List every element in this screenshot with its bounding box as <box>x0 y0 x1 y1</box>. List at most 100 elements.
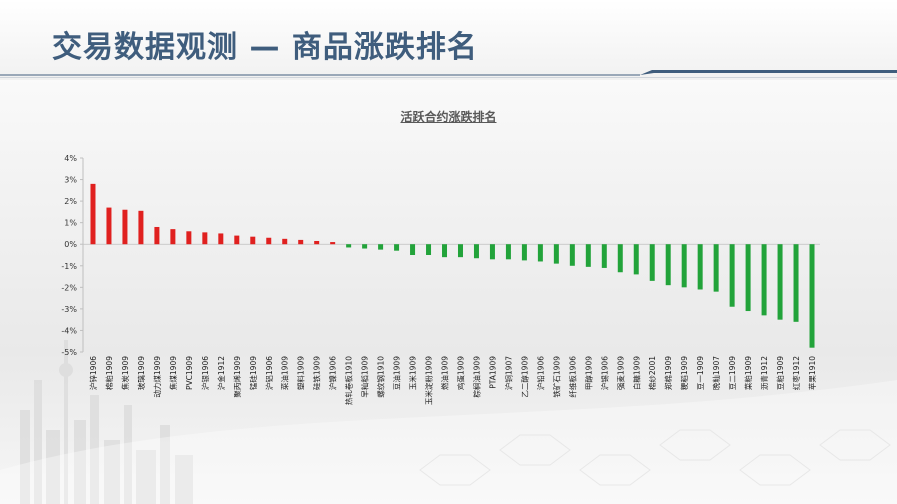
x-tick-label: 沥青1912 <box>759 356 769 390</box>
bar-38 <box>697 244 703 290</box>
bar-25 <box>489 244 495 260</box>
x-tick-label: 玉米1909 <box>408 356 418 390</box>
x-tick-label: 豆一1909 <box>696 356 705 390</box>
bar-28 <box>537 244 543 262</box>
bar-45 <box>809 244 815 348</box>
bar-41 <box>745 244 751 312</box>
bar-31 <box>585 244 591 267</box>
bar-15 <box>330 242 336 245</box>
x-tick-label: 红枣1912 <box>791 356 801 390</box>
bar-39 <box>713 244 719 292</box>
header-divider <box>0 70 897 78</box>
bar-12 <box>282 238 288 245</box>
x-tick-label: 沪金1912 <box>216 356 226 390</box>
bar-6 <box>186 231 192 245</box>
bar-18 <box>378 244 384 250</box>
y-tick-label: -5% <box>61 348 77 357</box>
bar-20 <box>410 244 416 255</box>
bar-0 <box>90 183 96 245</box>
hexagon-pattern-icon <box>419 429 891 486</box>
x-tick-label: 豆油1909 <box>392 356 402 390</box>
x-tick-label: 鸡蛋1909 <box>455 356 465 390</box>
bar-14 <box>314 240 320 245</box>
x-tick-label: 塑料1909 <box>296 356 306 390</box>
bar-26 <box>505 244 511 260</box>
bar-13 <box>298 239 304 245</box>
x-tick-label: 晚籼1907 <box>711 356 721 390</box>
bar-11 <box>266 237 272 245</box>
bar-21 <box>426 244 432 255</box>
x-tick-label: 豆二1909 <box>728 356 737 390</box>
y-tick-label: 2% <box>64 197 77 206</box>
bar-27 <box>521 244 527 261</box>
slide-header: 交易数据观测 — 商品涨跌排名 <box>0 0 897 80</box>
bar-3 <box>138 210 144 245</box>
x-tick-label: 沪镍1906 <box>328 356 338 390</box>
x-tick-label: 棉粕1909 <box>104 356 114 390</box>
x-tick-label: 玉米淀粉1909 <box>424 356 434 405</box>
x-tick-label: 沪锌1906 <box>88 356 98 390</box>
bar-32 <box>601 244 607 268</box>
x-tick-label: 沪银1906 <box>200 356 210 390</box>
x-tick-label: 乙二醇1909 <box>519 356 529 398</box>
y-tick-label: 3% <box>64 176 77 185</box>
bar-43 <box>777 244 783 320</box>
bar-35 <box>649 244 655 281</box>
bar-24 <box>473 244 479 259</box>
city-skyline-icon <box>20 340 193 504</box>
chart-title: 活跃合约涨跌排名 <box>400 110 497 124</box>
x-tick-label: 强麦1909 <box>615 356 625 390</box>
bar-8 <box>218 233 224 245</box>
y-tick-label: 1% <box>64 219 77 228</box>
y-tick-label: 0% <box>64 240 77 249</box>
x-tick-label: 燃油1909 <box>440 356 450 390</box>
y-tick-label: -2% <box>61 283 77 292</box>
bar-40 <box>729 244 735 307</box>
bar-23 <box>457 244 463 258</box>
bar-36 <box>665 244 671 286</box>
bar-17 <box>362 244 368 249</box>
bar-16 <box>346 244 352 248</box>
x-tick-label: 粳稻1909 <box>679 356 689 390</box>
x-tick-label: 硅铁1909 <box>312 356 322 390</box>
y-tick-label: -1% <box>61 262 77 271</box>
x-tick-label: 棕榈油1909 <box>471 356 481 398</box>
x-tick-label: 锰硅1909 <box>248 356 258 390</box>
bar-19 <box>394 244 400 251</box>
bar-34 <box>633 244 639 275</box>
x-tick-label: 焦煤1909 <box>168 356 178 390</box>
page-title: 交易数据观测 — 商品涨跌排名 <box>52 30 478 65</box>
bar-22 <box>442 244 448 258</box>
bar-30 <box>569 244 575 266</box>
x-tick-label: 热轧卷板1910 <box>344 356 354 405</box>
x-tick-label: 聚丙烯1909 <box>232 356 242 398</box>
bar-1 <box>106 207 112 245</box>
x-tick-label: 沪铝1906 <box>264 356 274 390</box>
y-tick-label: 4% <box>64 154 77 163</box>
y-tick-label: -4% <box>61 326 77 335</box>
bar-9 <box>234 235 240 245</box>
bar-10 <box>250 236 256 245</box>
x-tick-label: 早籼稻1909 <box>360 356 370 398</box>
x-tick-label: 棉纱2001 <box>647 356 657 390</box>
x-tick-label: 豆粕1909 <box>775 356 785 390</box>
bar-29 <box>553 244 559 264</box>
x-tick-label: 玻璃1909 <box>136 356 146 390</box>
x-tick-label: 菜粕1909 <box>743 356 753 390</box>
x-tick-label: 沪锡1906 <box>599 356 609 390</box>
x-tick-label: PVC1909 <box>185 356 194 390</box>
y-tick-label: -3% <box>61 305 77 314</box>
x-tick-label: 甲醇1909 <box>583 356 593 390</box>
x-tick-label: 菜油1909 <box>280 356 290 390</box>
x-tick-label: 纤维板1906 <box>567 356 577 398</box>
x-tick-label: 螺纹钢1910 <box>376 356 386 398</box>
x-tick-label: 焦炭1909 <box>120 356 130 390</box>
bar-33 <box>617 244 623 273</box>
x-tick-label: 郑棉1909 <box>663 356 673 390</box>
x-tick-label: 沪铜1907 <box>503 356 513 390</box>
bar-37 <box>681 244 687 288</box>
x-tick-label: 沪铅1906 <box>535 356 545 390</box>
x-tick-label: 动力煤1909 <box>152 356 162 398</box>
